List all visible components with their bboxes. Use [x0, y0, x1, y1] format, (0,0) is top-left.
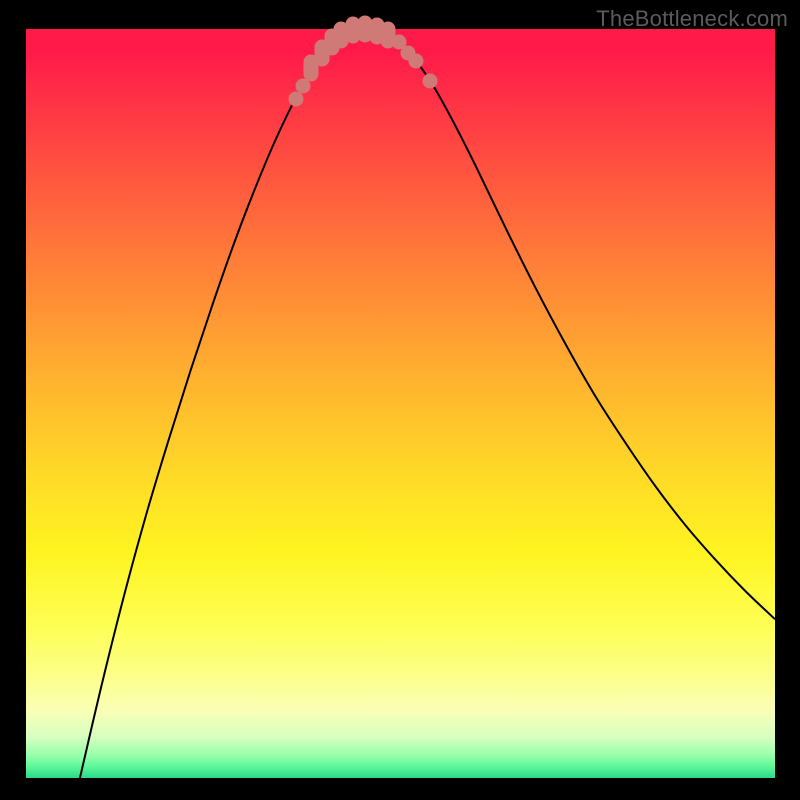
watermark-text: TheBottleneck.com	[596, 6, 788, 32]
data-marker	[409, 54, 424, 69]
data-marker	[288, 92, 303, 107]
data-marker	[422, 73, 437, 88]
data-marker	[380, 21, 395, 48]
chart-curves	[26, 29, 775, 778]
plot-area	[26, 29, 775, 778]
v-curve	[80, 29, 775, 778]
